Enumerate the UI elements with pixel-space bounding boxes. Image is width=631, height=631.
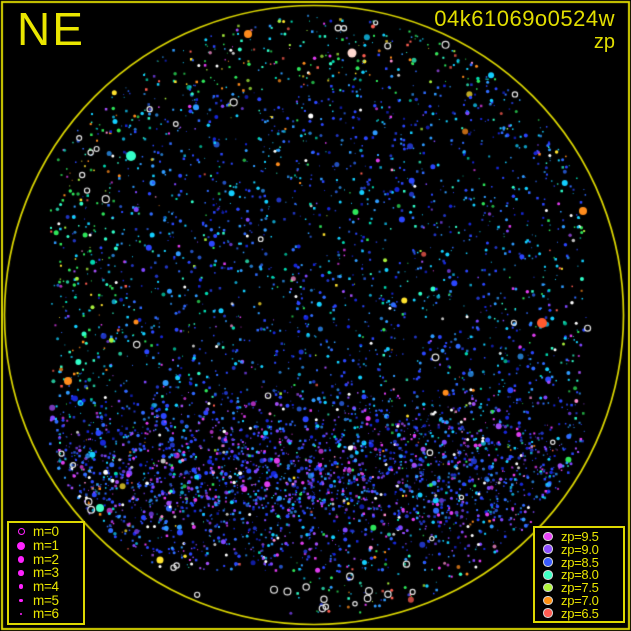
zeropoint-legend-row: zp=6.5: [535, 607, 623, 620]
magnitude-legend-label: m=1: [33, 537, 59, 553]
zeropoint-legend-marker-cell: [535, 544, 561, 554]
zeropoint-legend-row: zp=8.5: [535, 556, 623, 569]
zeropoint-legend-label: zp=7.5: [561, 580, 599, 596]
zeropoint-legend-marker-icon: [543, 595, 553, 606]
colorbar-variable-label: zp: [593, 31, 615, 54]
orientation-label: NE: [17, 3, 85, 55]
zeropoint-legend-label: zp=8.0: [561, 567, 599, 583]
zeropoint-legend-marker-cell: [535, 557, 561, 567]
zeropoint-legend-marker-cell: [535, 570, 561, 580]
magnitude-legend-marker-icon: [17, 541, 25, 550]
zeropoint-legend-marker-cell: [535, 582, 561, 593]
magnitude-legend-label: m=5: [33, 592, 59, 608]
zeropoint-legend-marker-icon: [543, 544, 553, 554]
zeropoint-legend-marker-icon: [543, 582, 553, 593]
magnitude-legend-marker-cell: [9, 541, 33, 550]
magnitude-legend-marker-cell: [9, 613, 33, 616]
zeropoint-legend-label: zp=7.0: [561, 592, 599, 608]
zeropoint-legend-marker-icon: [543, 531, 553, 542]
zeropoint-legend-row: zp=9.5: [535, 530, 623, 543]
magnitude-legend: m=0 m=1 m=2 m=3 m=4 m=5 m=6: [7, 521, 85, 625]
magnitude-legend-label: m=2: [33, 551, 59, 567]
magnitude-legend-marker-cell: [9, 598, 33, 603]
magnitude-legend-row: m=1: [9, 539, 83, 553]
magnitude-legend-marker-icon: [17, 528, 25, 536]
zeropoint-legend-row: zp=7.5: [535, 581, 623, 594]
magnitude-legend-row: m=3: [9, 566, 83, 580]
zeropoint-legend-row: zp=7.0: [535, 594, 623, 607]
magnitude-legend-label: m=6: [33, 606, 59, 622]
zeropoint-legend-label: zp=6.5: [561, 605, 599, 621]
magnitude-legend-marker-icon: [19, 598, 23, 603]
magnitude-legend-row: m=4: [9, 580, 83, 594]
magnitude-legend-label: m=0: [33, 524, 59, 540]
magnitude-legend-row: m=6: [9, 607, 83, 621]
magnitude-legend-marker-cell: [9, 528, 33, 536]
zeropoint-legend-label: zp=9.0: [561, 541, 599, 557]
magnitude-legend-marker-icon: [17, 556, 25, 563]
magnitude-legend-label: m=3: [33, 565, 59, 581]
title-block: 04k61069o0524w zp: [434, 7, 615, 53]
magnitude-legend-marker-icon: [20, 613, 22, 616]
zeropoint-legend-label: zp=8.5: [561, 554, 599, 570]
magnitude-legend-marker-icon: [18, 570, 24, 576]
zeropoint-legend-marker-icon: [543, 608, 553, 618]
magnitude-legend-marker-cell: [9, 584, 33, 589]
zeropoint-legend-marker-cell: [535, 595, 561, 606]
zeropoint-legend-marker-icon: [543, 570, 553, 580]
zeropoint-legend-marker-cell: [535, 531, 561, 542]
magnitude-legend-marker-cell: [9, 556, 33, 563]
magnitude-legend-row: m=2: [9, 552, 83, 566]
magnitude-legend-marker-cell: [9, 570, 33, 576]
magnitude-legend-row: m=5: [9, 594, 83, 608]
magnitude-legend-marker-icon: [18, 584, 24, 589]
zeropoint-legend-marker-icon: [543, 557, 553, 567]
magnitude-legend-row: m=0: [9, 525, 83, 539]
magnitude-legend-label: m=4: [33, 578, 59, 594]
plot-title: 04k61069o0524w: [434, 6, 615, 31]
zeropoint-legend-label: zp=9.5: [561, 528, 599, 544]
zeropoint-legend-row: zp=9.0: [535, 543, 623, 556]
zeropoint-legend-row: zp=8.0: [535, 568, 623, 581]
zeropoint-legend: zp=9.5 zp=9.0 zp=8.5 zp=8.0 zp=7.5 zp=7.0 zp=6…: [533, 526, 625, 623]
zeropoint-legend-marker-cell: [535, 608, 561, 618]
